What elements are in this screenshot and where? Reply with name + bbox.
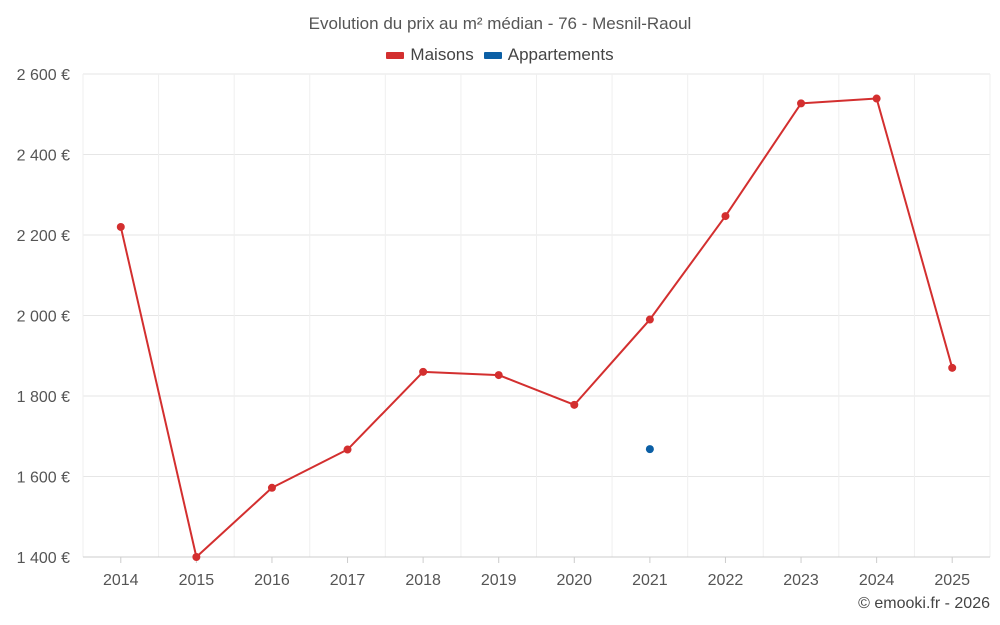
chart-title: Evolution du prix au m² médian - 76 - Me… [308,14,692,33]
data-point-maisons[interactable] [343,445,352,454]
data-point-maisons[interactable] [494,371,503,380]
x-tick-label: 2017 [330,572,366,589]
data-point-maisons[interactable] [267,483,276,492]
data-point-maisons[interactable] [419,367,428,376]
legend-label-maisons: Maisons [410,45,474,64]
x-tick-label: 2023 [783,572,819,589]
legend: Maisons Appartements [0,45,1000,65]
x-tick-label: 2018 [405,572,441,589]
x-tick-label: 2021 [632,572,668,589]
legend-item-maisons[interactable]: Maisons [386,45,474,65]
x-tick-label: 2019 [481,572,517,589]
y-tick-label: 2 200 € [17,228,70,245]
legend-item-appartements[interactable]: Appartements [483,45,614,65]
y-tick-label: 1 400 € [17,550,70,567]
legend-label-appartements: Appartements [507,45,614,64]
x-tick-label: 2025 [934,572,970,589]
data-point-maisons[interactable] [721,212,730,221]
data-point-maisons[interactable] [948,363,957,372]
credit: © emooki.fr - 2026 [858,595,990,612]
series-line-maisons [119,97,954,558]
data-point-maisons[interactable] [116,222,125,231]
x-tick-label: 2016 [254,572,290,589]
data-point-maisons[interactable] [797,99,806,108]
data-point-maisons[interactable] [872,94,881,103]
x-tick-label: 2020 [556,572,592,589]
x-tick-label: 2015 [179,572,215,589]
x-tick-label: 2014 [103,572,139,589]
data-point-appartements[interactable] [645,445,654,454]
data-point-maisons[interactable] [645,315,654,324]
legend-swatch-appartements [483,51,502,59]
y-tick-label: 2 600 € [17,67,70,84]
y-tick-label: 1 800 € [17,389,70,406]
x-tick-label: 2024 [859,572,895,589]
x-tick-label: 2022 [708,572,744,589]
y-tick-label: 1 600 € [17,470,70,487]
data-point-maisons[interactable] [192,553,201,561]
data-point-maisons[interactable] [570,400,579,409]
legend-swatch-maisons [386,51,405,59]
y-tick-label: 2 400 € [17,148,70,165]
y-tick-label: 2 000 € [17,309,70,326]
